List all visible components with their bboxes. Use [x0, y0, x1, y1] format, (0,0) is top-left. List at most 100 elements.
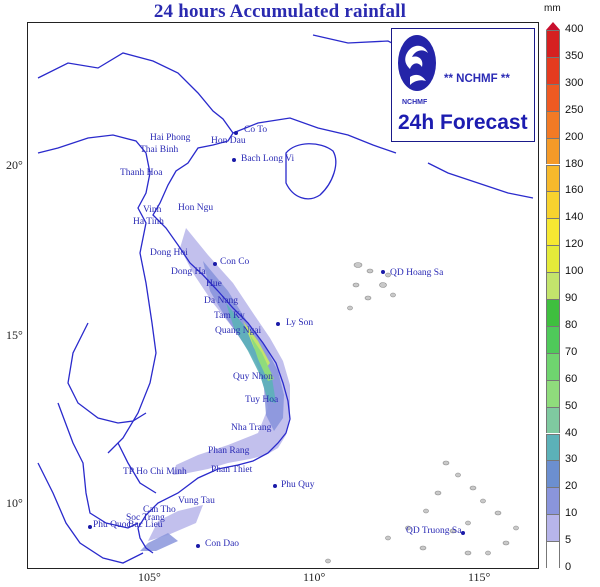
station-dot	[232, 158, 236, 162]
place-phan-thiet: Phan Thiet	[211, 465, 253, 475]
place-tuy-hoa: Tuy Hoa	[245, 395, 279, 405]
colorbar-tick-label: 50	[565, 399, 578, 412]
agency-label: ** NCHMF **	[444, 73, 510, 85]
place-con-dao: Con Dao	[205, 539, 240, 549]
colorbar-tick-label: 60	[565, 372, 578, 385]
place-quang-ngai: Quang Ngai	[215, 326, 262, 336]
colorbar-segment	[546, 245, 560, 273]
place-phu-quy: Phu Quy	[281, 480, 315, 490]
station-dot	[273, 484, 277, 488]
station-dot	[196, 544, 200, 548]
place-phu-quoc: Phu Quoc	[93, 520, 131, 530]
colorbar-cap	[546, 22, 560, 30]
colorbar-segment	[546, 110, 560, 138]
colorbar-segment	[546, 191, 560, 219]
station-dot	[213, 262, 217, 266]
nchmf-emblem-icon	[398, 35, 436, 91]
colorbar-tick-label: 10	[565, 507, 578, 520]
colorbar-segment	[546, 325, 560, 353]
colorbar-tick-label: 160	[565, 184, 584, 197]
place-ha-tinh: Ha Tinh	[133, 217, 164, 227]
lat-label-10: 10°	[6, 496, 23, 510]
map-title: 24 hours Accumulated rainfall	[153, 1, 407, 22]
place-dong-hoi: Dong Hoi	[150, 248, 188, 258]
lat-label-15: 15°	[6, 328, 23, 342]
forecast-label: 24h Forecast	[398, 111, 528, 134]
station-dot	[276, 322, 280, 326]
lon-label-110: 110°	[303, 570, 326, 584]
colorbar-tick-label: 20	[565, 480, 578, 493]
place-phan-rang: Phan Rang	[208, 446, 250, 456]
place-qd-hoang-sa: QD Hoang Sa	[390, 268, 444, 278]
place-dong-ha: Dong Ha	[171, 267, 206, 277]
colorbar-segment	[546, 433, 560, 461]
place-bach-long-vi: Bach Long Vi	[241, 154, 295, 164]
place-hai-phong: Hai Phong	[150, 133, 191, 143]
colorbar-segment	[546, 164, 560, 192]
colorbar-segment	[546, 406, 560, 434]
colorbar-tick-label: 180	[565, 157, 584, 170]
place-hon-dau: Hon Dau	[211, 136, 246, 146]
colorbar-segment	[546, 30, 560, 57]
colorbar-segment	[546, 272, 560, 299]
colorbar-tick-label: 30	[565, 453, 578, 466]
island-clusters	[325, 262, 519, 564]
colorbar-segment	[546, 56, 560, 84]
station-dot	[88, 525, 92, 529]
colorbar-segment	[546, 460, 560, 488]
colorbar-tick-label: 140	[565, 211, 584, 224]
colorbar-segment	[546, 218, 560, 246]
place-tp-ho-chi-minh: TP Ho Chi Minh	[123, 467, 187, 477]
colorbar-segment	[546, 83, 560, 111]
colorbar-tick-label: 0	[565, 561, 572, 573]
colorbar-tick-label: 40	[565, 426, 578, 439]
colorbar-tick-label: 300	[565, 76, 584, 89]
colorbar-tick-label: 80	[565, 318, 578, 331]
colorbar-segment	[546, 299, 560, 326]
place-hue: Hue	[206, 279, 222, 289]
place-bac-lieu: Bac Lieu	[128, 520, 163, 530]
place-thanh-hoa: Thanh Hoa	[120, 168, 163, 178]
colorbar-unit: mm	[544, 3, 561, 14]
colorbar-tick-label: 70	[565, 345, 578, 358]
colorbar-segment	[546, 487, 560, 515]
colorbar-segment	[546, 352, 560, 380]
colorbar-tick-label: 5	[565, 534, 572, 547]
place-ly-son: Ly Son	[286, 318, 314, 328]
place-vung-tau: Vung Tau	[178, 496, 215, 506]
colorbar	[546, 22, 560, 568]
place-quy-nhon: Quy Nhon	[233, 372, 273, 382]
colorbar-segment	[546, 541, 560, 568]
place-vinh: Vinh	[143, 205, 162, 215]
place-con-co: Con Co	[220, 257, 250, 267]
place-soc-trang: Soc Trang	[126, 513, 165, 523]
agency-mark: NCHMF	[402, 99, 428, 106]
coastlines	[37, 34, 534, 564]
colorbar-tick-label: 400	[565, 23, 584, 35]
basemap	[37, 34, 534, 564]
colorbar-tick-label: 250	[565, 103, 584, 116]
colorbar-segment	[546, 137, 560, 165]
place-thai-binh: Thai Binh	[140, 145, 179, 155]
colorbar-tick-label: 200	[565, 130, 584, 143]
colorbar-segment	[546, 514, 560, 542]
station-dot	[461, 531, 465, 535]
place-da-nang: Da Nang	[204, 296, 239, 306]
colorbar-segment	[546, 379, 560, 407]
rainfall-shading	[140, 228, 290, 551]
lon-label-105: 105°	[138, 570, 161, 584]
place-hon-ngu: Hon Ngu	[178, 203, 214, 213]
lat-label-20: 20°	[6, 158, 23, 172]
colorbar-tick-label: 120	[565, 238, 584, 251]
place-qd-truong-sa: QD Truong Sa	[406, 526, 462, 536]
lon-label-115: 115°	[468, 570, 491, 584]
place-tam-ky: Tam Ky	[214, 311, 245, 321]
station-dot	[381, 270, 385, 274]
nchmf-logo: ** NCHMF ** NCHMF 24h Forecast	[391, 28, 535, 142]
place-can-tho: Can Tho	[143, 505, 176, 515]
station-dot	[234, 131, 238, 135]
place-co-to: Co To	[244, 125, 268, 135]
place-nha-trang: Nha Trang	[231, 423, 272, 433]
colorbar-tick-label: 350	[565, 49, 584, 62]
colorbar-tick-label: 90	[565, 292, 578, 304]
